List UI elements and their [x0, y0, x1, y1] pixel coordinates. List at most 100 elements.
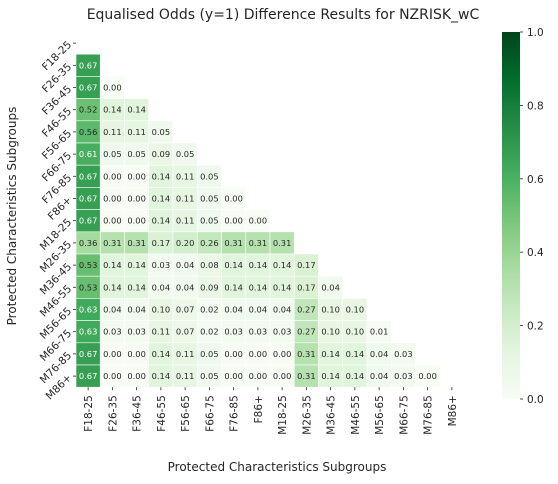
cell-value-label: 0.20 [176, 238, 194, 248]
cell-value-label: 0.26 [200, 238, 218, 248]
cell-value-label: 0.04 [152, 282, 170, 292]
cell-value-label: 0.31 [249, 238, 267, 248]
cell-value-label: 0.00 [127, 194, 145, 204]
cell-value-label: 0.03 [249, 327, 267, 337]
cell-value-label: 0.05 [200, 371, 218, 381]
x-tick-label: M76-85 [423, 395, 435, 435]
cell-value-label: 0.03 [127, 327, 145, 337]
cell-value-label: 0.00 [103, 83, 121, 93]
cell-value-label: 0.00 [418, 371, 436, 381]
x-tick-label: F86+ [253, 395, 265, 423]
cell-value-label: 0.14 [103, 282, 121, 292]
cell-value-label: 0.05 [127, 149, 145, 159]
cell-value-label: 0.10 [321, 305, 339, 315]
cell-value-label: 0.10 [346, 327, 364, 337]
cell-value-label: 0.11 [176, 371, 194, 381]
cell-value-label: 0.02 [200, 327, 218, 337]
cell-value-label: 0.27 [297, 305, 315, 315]
cell-value-label: 0.00 [249, 216, 267, 226]
cell-value-label: 0.00 [224, 349, 242, 359]
cell-value-label: 0.04 [273, 305, 291, 315]
cell-value-label: 0.00 [224, 216, 242, 226]
x-tick-label: M26-35 [301, 395, 313, 435]
cell-value-label: 0.17 [152, 238, 170, 248]
cell-value-label: 0.05 [200, 349, 218, 359]
cell-value-label: 0.14 [273, 260, 291, 270]
cell-value-label: 0.11 [176, 171, 194, 181]
cell-value-label: 0.10 [152, 305, 170, 315]
cell-value-label: 0.36 [79, 238, 97, 248]
cell-value-label: 0.11 [176, 216, 194, 226]
cell-value-label: 0.05 [176, 149, 194, 159]
cell-value-label: 0.53 [79, 260, 97, 270]
cell-value-label: 0.04 [249, 305, 267, 315]
cell-value-label: 0.52 [79, 105, 97, 115]
cell-value-label: 0.27 [297, 327, 315, 337]
cell-value-label: 0.03 [394, 371, 412, 381]
cell-value-label: 0.14 [273, 282, 291, 292]
cell-value-label: 0.14 [127, 105, 145, 115]
cell-value-label: 0.08 [200, 260, 218, 270]
colorbar-tick-label: 0.4 [527, 247, 544, 259]
cell-value-label: 0.04 [176, 282, 194, 292]
cell-value-label: 0.14 [321, 349, 339, 359]
cell-value-label: 0.00 [127, 349, 145, 359]
cell-value-label: 0.11 [176, 194, 194, 204]
cell-value-label: 0.67 [79, 216, 97, 226]
x-tick-label: M66-75 [398, 395, 410, 435]
cell-value-label: 0.14 [249, 282, 267, 292]
x-tick-label: F56-65 [180, 395, 192, 432]
cell-value-label: 0.31 [273, 238, 291, 248]
cell-value-label: 0.31 [297, 371, 315, 381]
cell-value-label: 0.00 [103, 349, 121, 359]
y-axis-title: Protected Characteristics Subgroups [5, 107, 19, 326]
cell-value-label: 0.14 [224, 260, 242, 270]
cell-value-label: 0.67 [79, 171, 97, 181]
cell-value-label: 0.09 [200, 282, 218, 292]
cell-value-label: 0.00 [249, 349, 267, 359]
x-tick-label: F66-75 [204, 395, 216, 432]
x-tick-label: M36-45 [326, 395, 338, 435]
cell-value-label: 0.17 [297, 260, 315, 270]
cell-value-label: 0.14 [127, 282, 145, 292]
cell-value-label: 0.14 [346, 349, 364, 359]
cell-value-label: 0.63 [79, 327, 97, 337]
cell-value-label: 0.00 [273, 349, 291, 359]
cell-value-label: 0.14 [152, 216, 170, 226]
cell-value-label: 0.03 [152, 260, 170, 270]
cell-value-label: 0.14 [346, 371, 364, 381]
y-tick-labels: F18-25F26-35F36-45F46-55F56-65F66-75F76-… [38, 39, 76, 402]
cell-value-label: 0.03 [394, 349, 412, 359]
x-tick-label: F46-55 [156, 395, 168, 432]
cell-value-label: 0.00 [103, 371, 121, 381]
cell-value-label: 0.04 [370, 349, 388, 359]
cell-value-label: 0.11 [127, 127, 145, 137]
cell-value-label: 0.67 [79, 371, 97, 381]
cell-value-label: 0.04 [224, 305, 242, 315]
cell-value-label: 0.11 [103, 127, 121, 137]
cell-value-label: 0.00 [273, 371, 291, 381]
cell-value-label: 0.31 [224, 238, 242, 248]
cell-value-label: 0.01 [370, 327, 388, 337]
cell-value-label: 0.00 [249, 371, 267, 381]
cell-value-label: 0.61 [79, 149, 97, 159]
cell-value-label: 0.14 [152, 194, 170, 204]
cell-value-label: 0.14 [152, 171, 170, 181]
x-tick-label: F26-35 [107, 395, 119, 432]
cell-value-label: 0.05 [152, 127, 170, 137]
cell-value-label: 0.14 [152, 371, 170, 381]
x-tick-label: F18-25 [83, 395, 95, 432]
cell-value-label: 0.00 [224, 371, 242, 381]
cell-value-label: 0.14 [127, 260, 145, 270]
cell-value-label: 0.00 [103, 216, 121, 226]
cell-value-label: 0.11 [176, 349, 194, 359]
x-tick-label: M18-25 [277, 395, 289, 435]
cell-value-label: 0.04 [176, 260, 194, 270]
cell-value-label: 0.67 [79, 83, 97, 93]
cell-value-label: 0.31 [103, 238, 121, 248]
cell-value-label: 0.63 [79, 305, 97, 315]
cell-value-label: 0.04 [370, 371, 388, 381]
chart-title: Equalised Odds (y=1) Difference Results … [87, 7, 480, 23]
cell-value-label: 0.14 [224, 282, 242, 292]
